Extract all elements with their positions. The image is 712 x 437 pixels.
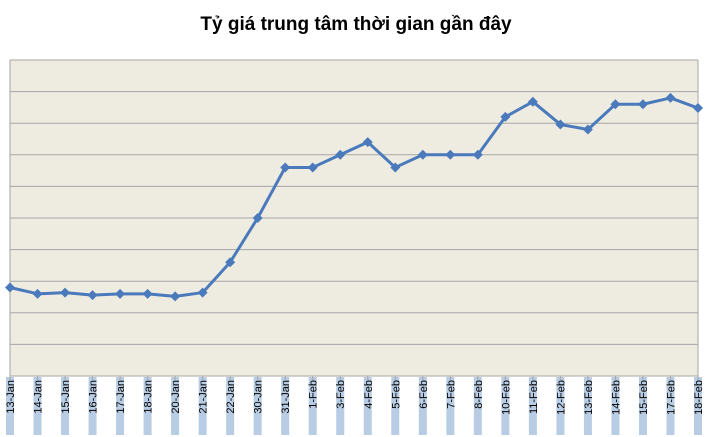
data-point xyxy=(582,124,593,135)
data-point xyxy=(225,257,236,268)
x-tick-label-bg xyxy=(6,377,14,435)
x-tick-label: 3-Feb xyxy=(335,380,347,409)
x-tick-label-bg xyxy=(446,377,455,435)
x-tick-label-bg xyxy=(473,377,482,435)
x-tick-label: 20-Jan xyxy=(170,380,182,414)
data-point xyxy=(280,162,291,173)
x-tick-label-bg xyxy=(226,377,235,435)
x-tick-label: 13-Jan xyxy=(5,380,17,414)
x-tick-label-bg xyxy=(308,377,317,435)
data-point xyxy=(142,288,153,299)
x-tick-label-bg xyxy=(583,377,592,435)
data-point xyxy=(637,99,648,110)
x-tick-label: 31-Jan xyxy=(280,380,292,414)
x-tick-label-bg xyxy=(281,377,290,435)
x-tick-label: 14-Jan xyxy=(33,380,45,414)
data-point xyxy=(87,290,98,301)
x-tick-label: 13-Feb xyxy=(583,380,595,415)
x-tick-label: 14-Feb xyxy=(610,380,622,415)
data-point xyxy=(417,149,428,160)
x-tick-label-bg xyxy=(528,377,537,435)
x-tick-label: 7-Feb xyxy=(445,380,457,409)
x-tick-label: 5-Feb xyxy=(390,380,402,409)
x-tick-label-bg xyxy=(694,377,702,435)
data-point xyxy=(555,119,566,130)
x-tick-label-bg xyxy=(33,377,42,435)
x-tick-label-bg xyxy=(116,377,125,435)
x-tick-label: 18-Feb xyxy=(693,380,705,415)
x-tick-label: 15-Feb xyxy=(638,380,650,415)
data-point xyxy=(665,92,676,103)
data-point xyxy=(197,287,208,298)
x-tick-label-bg xyxy=(418,377,427,435)
x-tick-label-bg xyxy=(501,377,510,435)
x-tick-label: 17-Feb xyxy=(665,380,677,415)
x-tick-label: 15-Jan xyxy=(60,380,72,414)
data-point xyxy=(390,162,401,173)
x-tick-label-bg xyxy=(61,377,70,435)
x-tick-label-bg xyxy=(556,377,565,435)
data-point xyxy=(472,149,483,160)
x-tick-label-bg xyxy=(666,377,675,435)
x-tick-label: 10-Feb xyxy=(500,380,512,415)
data-point xyxy=(60,287,71,298)
data-point xyxy=(500,111,511,122)
data-point xyxy=(307,162,318,173)
data-point xyxy=(693,103,703,114)
data-point xyxy=(362,137,373,148)
data-point xyxy=(5,282,15,293)
x-tick-label-bg xyxy=(638,377,647,435)
x-tick-label: 6-Feb xyxy=(418,380,430,409)
x-tick-label: 30-Jan xyxy=(253,380,265,414)
x-tick-label: 21-Jan xyxy=(198,380,210,414)
x-tick-label-bg xyxy=(363,377,372,435)
x-tick-label: 11-Feb xyxy=(528,380,540,414)
data-point xyxy=(527,96,538,107)
x-tick-label: 18-Jan xyxy=(143,380,155,414)
x-tick-label-bg xyxy=(143,377,152,435)
chart-title: Tỷ giá trung tâm thời gian gần đây xyxy=(200,14,512,35)
x-tick-label-bg xyxy=(198,377,207,435)
x-tick-label-bg xyxy=(171,377,180,435)
x-tick-label: 4-Feb xyxy=(363,380,375,409)
x-tick-label: 22-Jan xyxy=(225,380,237,414)
data-point xyxy=(610,99,621,110)
data-point xyxy=(335,149,346,160)
data-point xyxy=(32,288,43,299)
x-tick-label-bg xyxy=(253,377,262,435)
x-tick-label-bg xyxy=(336,377,345,435)
x-tick-label: 1-Feb xyxy=(308,380,320,409)
x-tick-label: 16-Jan xyxy=(88,380,100,414)
x-tick-label: 8-Feb xyxy=(473,380,485,409)
data-point xyxy=(115,288,126,299)
x-tick-label: 17-Jan xyxy=(115,380,127,414)
data-point xyxy=(445,149,456,160)
x-tick-label-bg xyxy=(611,377,620,435)
x-tick-label-bg xyxy=(391,377,400,435)
x-tick-label-bg xyxy=(88,377,97,435)
data-point xyxy=(170,291,181,302)
x-tick-label: 12-Feb xyxy=(555,380,567,415)
data-point xyxy=(252,213,263,223)
